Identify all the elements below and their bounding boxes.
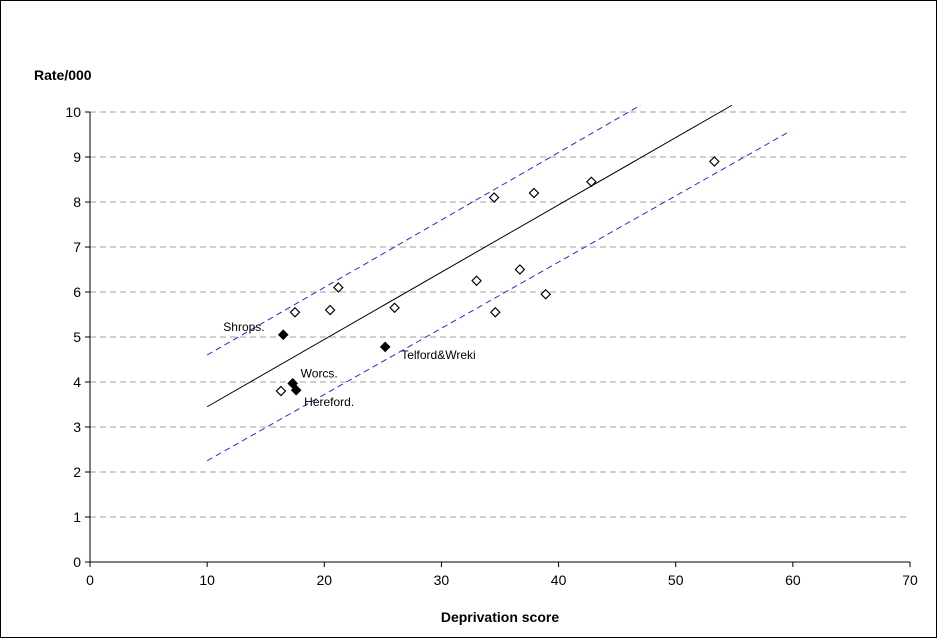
x-tick-label: 70 — [902, 572, 918, 588]
data-point — [324, 304, 336, 316]
y-tick-label: 2 — [73, 464, 81, 480]
data-point — [389, 302, 400, 314]
y-tick-label: 6 — [73, 284, 81, 300]
data-point — [586, 176, 597, 188]
data-point — [709, 156, 720, 167]
tick-labels: 0 1 2 3 4 5 6 7 8 9 10 0 10 20 30 40 50 60 70 — [65, 104, 918, 588]
data-point — [488, 192, 500, 203]
data-points: Shrops. Worcs. Hereford. Telford&Wreki — [223, 156, 720, 409]
data-point — [471, 275, 482, 287]
y-tick-label: 9 — [73, 149, 81, 165]
data-point — [489, 306, 501, 318]
gridlines — [90, 111, 910, 518]
y-tick-label: 10 — [65, 104, 81, 120]
x-tick-label: 50 — [668, 572, 684, 588]
point-label: Telford&Wreki — [401, 348, 475, 362]
confidence-line — [206, 130, 791, 462]
data-point — [289, 306, 301, 318]
y-tick-label: 5 — [73, 329, 81, 345]
x-tick-label: 40 — [551, 572, 567, 588]
point-label: Shrops. — [223, 320, 264, 334]
confidence-line — [206, 104, 641, 356]
y-tick-label: 8 — [73, 194, 81, 210]
highlighted-point — [287, 378, 299, 389]
highlighted-point — [379, 341, 391, 353]
y-tick-label: 7 — [73, 239, 81, 255]
data-point — [514, 264, 526, 275]
x-tick-label: 0 — [86, 572, 94, 588]
x-axis-title: Deprivation score — [441, 609, 559, 625]
fit-lines — [206, 104, 791, 462]
data-point — [540, 288, 552, 300]
data-point — [332, 282, 344, 293]
x-tick-label: 30 — [434, 572, 450, 588]
y-tick-label: 4 — [73, 374, 81, 390]
y-tick-label: 0 — [73, 554, 81, 570]
y-tick-label: 1 — [73, 509, 81, 525]
x-tick-label: 20 — [316, 572, 332, 588]
regression-line — [206, 104, 733, 408]
y-tick-label: 3 — [73, 419, 81, 435]
point-label: Hereford. — [304, 395, 354, 409]
highlighted-point — [277, 329, 289, 341]
x-tick-label: 60 — [785, 572, 801, 588]
x-tick-label: 10 — [199, 572, 215, 588]
highlighted-point — [290, 384, 302, 396]
point-label: Worcs. — [301, 366, 338, 380]
axes — [85, 111, 911, 567]
data-point — [528, 187, 540, 199]
y-axis-title: Rate/000 — [34, 67, 92, 83]
data-point — [275, 385, 287, 397]
